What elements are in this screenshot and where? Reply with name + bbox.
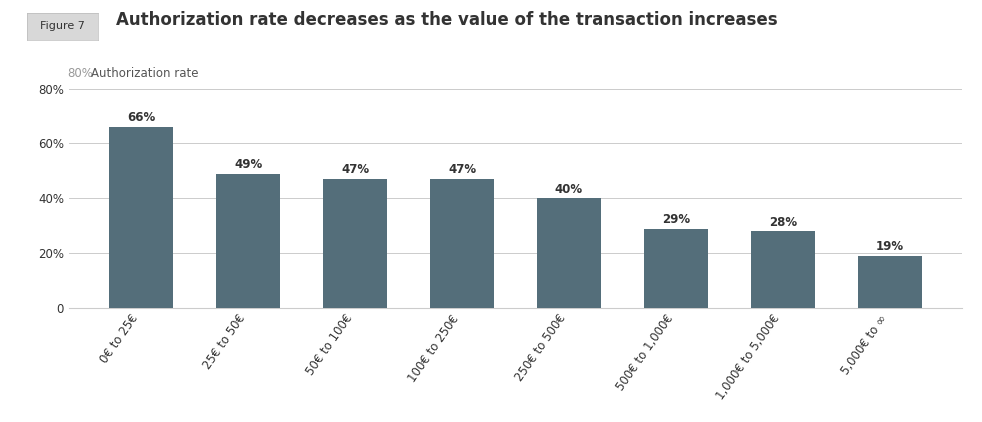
Text: 49%: 49% (234, 158, 262, 171)
Text: Authorization rate decreases as the value of the transaction increases: Authorization rate decreases as the valu… (116, 11, 778, 29)
Text: 47%: 47% (341, 163, 369, 176)
Text: Figure 7: Figure 7 (40, 22, 85, 31)
Text: 28%: 28% (769, 216, 796, 228)
Bar (857, 256, 922, 308)
Text: 29%: 29% (662, 213, 690, 226)
Bar (323, 179, 387, 308)
Bar (109, 127, 174, 308)
Bar (216, 173, 281, 308)
Bar (644, 228, 708, 308)
Text: 19%: 19% (876, 240, 903, 253)
Bar (750, 231, 815, 308)
Text: 80%: 80% (67, 67, 93, 80)
Text: 47%: 47% (448, 163, 476, 176)
Bar (430, 179, 494, 308)
Bar (537, 198, 601, 308)
Text: Authorization rate: Authorization rate (91, 67, 198, 80)
Text: 40%: 40% (555, 183, 583, 195)
Text: 66%: 66% (128, 111, 155, 124)
